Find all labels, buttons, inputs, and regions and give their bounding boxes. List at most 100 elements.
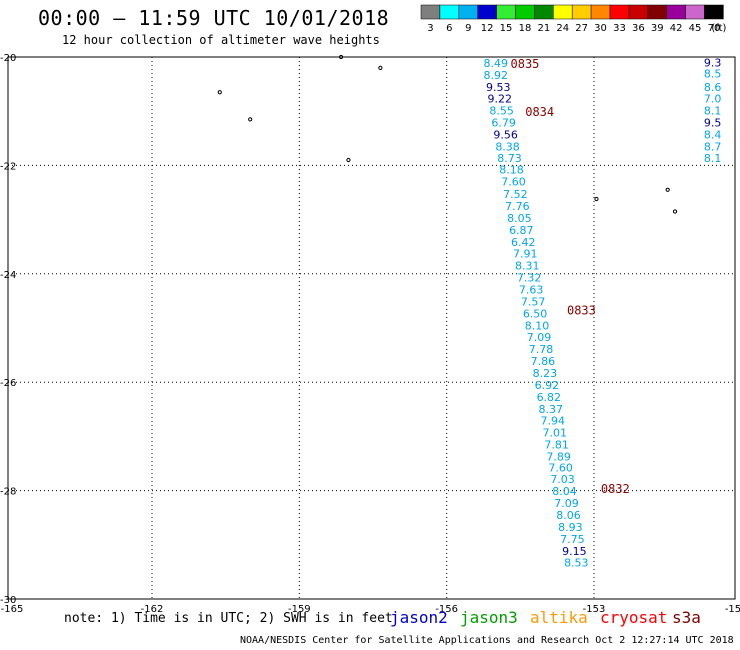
swh-value: 8.92 bbox=[484, 69, 509, 82]
swh-value: 8.49 bbox=[484, 57, 509, 70]
legend-swatch bbox=[704, 4, 724, 20]
island-marker bbox=[594, 196, 599, 202]
swh-value: 6.92 bbox=[535, 379, 560, 392]
time-label: 0834 bbox=[525, 105, 554, 119]
swh-value: 7.86 bbox=[531, 355, 556, 368]
swh-value: 8.55 bbox=[489, 105, 514, 118]
swh-value: 9.56 bbox=[493, 129, 518, 142]
x-tick-label: -153 bbox=[583, 604, 606, 615]
edge-swh-value: 9.5 bbox=[704, 117, 722, 130]
legend-label: 24 bbox=[556, 23, 569, 34]
swh-value: 9.15 bbox=[562, 545, 587, 558]
swh-value: 8.23 bbox=[533, 367, 558, 380]
edge-swh-value: 8.6 bbox=[704, 81, 722, 94]
swh-value: 6.79 bbox=[491, 117, 516, 130]
edge-swh-value: 8.7 bbox=[704, 140, 722, 153]
swh-value: 8.31 bbox=[515, 260, 540, 273]
legend-label: 33 bbox=[613, 23, 626, 34]
swh-value: 7.81 bbox=[544, 439, 569, 452]
swh-value: 8.73 bbox=[497, 152, 522, 165]
swh-value: 6.87 bbox=[509, 224, 534, 237]
swh-value: 8.93 bbox=[558, 521, 583, 534]
satellite-altika: altika bbox=[530, 608, 588, 627]
time-label: 0833 bbox=[567, 304, 596, 318]
time-label: 0835 bbox=[511, 57, 540, 71]
swh-value: 8.38 bbox=[495, 140, 520, 153]
y-tick-label: -24 bbox=[0, 270, 16, 281]
swh-value: 6.42 bbox=[511, 236, 536, 249]
legend-swatch bbox=[439, 4, 460, 20]
legend-label: 70 bbox=[708, 23, 721, 34]
swh-value: 7.03 bbox=[550, 473, 575, 486]
swh-value: 7.52 bbox=[503, 188, 528, 201]
swh-value: 8.10 bbox=[525, 319, 550, 332]
swh-value: 7.78 bbox=[529, 343, 554, 356]
chart-subtitle: 12 hour collection of altimeter wave hei… bbox=[62, 33, 380, 47]
swh-value: 7.63 bbox=[519, 284, 544, 297]
legend-swatch bbox=[515, 4, 535, 20]
legend-label: 30 bbox=[594, 23, 607, 34]
legend-label: 21 bbox=[537, 23, 550, 34]
island-marker bbox=[665, 187, 670, 192]
plot-frame bbox=[7, 56, 736, 600]
legend-label: 9 bbox=[465, 23, 471, 34]
satellite-jason3: jason3 bbox=[460, 608, 518, 627]
legend-label: 27 bbox=[575, 23, 588, 34]
legend-label: 3 bbox=[427, 23, 433, 34]
time-label: 0832 bbox=[601, 482, 630, 496]
swh-value: 7.75 bbox=[560, 533, 585, 546]
swh-value: 7.09 bbox=[554, 497, 579, 510]
legend-label: 45 bbox=[689, 23, 702, 34]
swh-value: 8.53 bbox=[564, 557, 589, 570]
island-marker bbox=[378, 65, 383, 70]
edge-swh-value: 8.1 bbox=[704, 152, 722, 165]
swh-value: 6.82 bbox=[537, 391, 562, 404]
legend-swatch bbox=[685, 4, 705, 20]
legend-swatch bbox=[571, 4, 592, 20]
island-marker bbox=[672, 209, 678, 214]
edge-swh-value: 8.5 bbox=[704, 67, 722, 80]
swh-value: 7.94 bbox=[540, 415, 565, 428]
footer-note: note: 1) Time is in UTC; 2) SWH is in fe… bbox=[64, 611, 393, 626]
legend-swatch bbox=[609, 4, 630, 20]
legend-label: 36 bbox=[632, 23, 645, 34]
legend-label: 39 bbox=[651, 23, 664, 34]
legend-swatch bbox=[666, 4, 686, 20]
edge-swh-value: 8.1 bbox=[704, 105, 722, 118]
edge-swh-value: 9.3 bbox=[704, 56, 722, 69]
swh-value: 8.18 bbox=[499, 164, 524, 177]
y-tick-label: -28 bbox=[0, 487, 16, 498]
legend-label: 15 bbox=[500, 23, 513, 34]
legend-swatch bbox=[553, 4, 573, 20]
satellite-s3a: s3a bbox=[672, 608, 701, 627]
legend-label: 6 bbox=[446, 23, 452, 34]
swh-value: 9.22 bbox=[487, 93, 512, 106]
edge-swh-value: 7.0 bbox=[704, 93, 722, 106]
x-tick-label: -15 bbox=[725, 604, 740, 615]
legend-swatch bbox=[420, 4, 441, 20]
swh-value: 7.60 bbox=[501, 176, 526, 189]
legend-swatch bbox=[477, 4, 497, 20]
swh-value: 9.53 bbox=[486, 81, 511, 94]
island-marker bbox=[248, 117, 253, 122]
legend-label: 12 bbox=[481, 23, 494, 34]
swh-value: 6.50 bbox=[523, 307, 548, 320]
satellite-cryosat: cryosat bbox=[600, 608, 668, 627]
x-tick-label: -159 bbox=[288, 604, 311, 615]
swh-value: 7.09 bbox=[527, 331, 552, 344]
island-marker bbox=[346, 157, 351, 163]
x-tick-label: -162 bbox=[141, 604, 164, 615]
swh-value: 7.89 bbox=[546, 450, 571, 463]
x-tick-label: -156 bbox=[435, 604, 458, 615]
swh-value: 7.57 bbox=[521, 295, 546, 308]
island-marker bbox=[217, 90, 222, 95]
x-tick-label: -165 bbox=[1, 604, 24, 615]
footer-credit: NOAA/NESDIS Center for Satellite Applica… bbox=[240, 635, 734, 646]
chart-title: 00:00 — 11:59 UTC 10/01/2018 bbox=[38, 6, 390, 30]
swh-value: 8.04 bbox=[552, 485, 577, 498]
legend-swatch bbox=[458, 4, 478, 20]
swh-value: 8.37 bbox=[539, 403, 564, 416]
legend-swatch bbox=[590, 4, 611, 20]
y-tick-label: -22 bbox=[0, 161, 16, 172]
